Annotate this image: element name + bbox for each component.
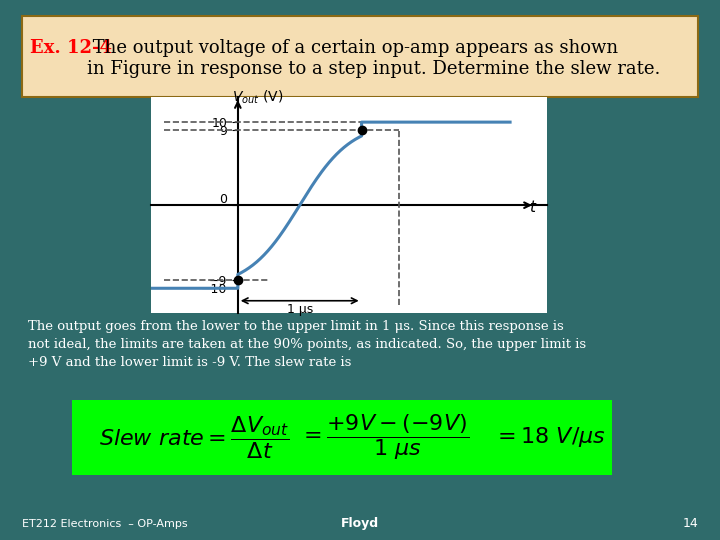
Text: 0: 0	[220, 193, 228, 206]
Text: $V_{out}$ (V): $V_{out}$ (V)	[232, 89, 283, 106]
Text: The output voltage of a certain op-amp appears as shown
in Figure in response to: The output voltage of a certain op-amp a…	[87, 39, 661, 78]
Text: The output goes from the lower to the upper limit in 1 μs. Since this response i: The output goes from the lower to the up…	[28, 320, 587, 369]
Text: $Slew\ rate = \dfrac{\Delta V_{out}}{\Delta t}$: $Slew\ rate = \dfrac{\Delta V_{out}}{\De…	[99, 414, 289, 461]
Text: 1 µs: 1 µs	[287, 302, 312, 315]
Text: $= \dfrac{+9V - (-9V)}{1\ \mu s}$: $= \dfrac{+9V - (-9V)}{1\ \mu s}$	[299, 413, 469, 462]
Text: 14: 14	[683, 517, 698, 530]
Text: Ex. 12-4: Ex. 12-4	[30, 39, 112, 57]
Text: $= 18\ V / \mu s$: $= 18\ V / \mu s$	[493, 426, 606, 449]
Text: Floyd: Floyd	[341, 517, 379, 530]
Text: t: t	[528, 200, 535, 215]
Text: ET212 Electronics  – OP-Amps: ET212 Electronics – OP-Amps	[22, 519, 187, 529]
